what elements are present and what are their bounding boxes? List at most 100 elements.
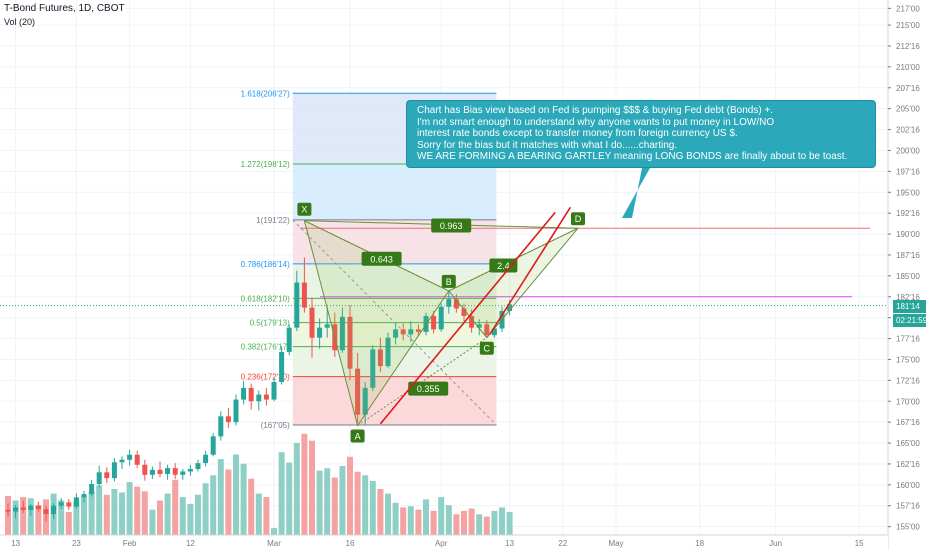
volume-bar [202,483,209,535]
x-tick-label: 13 [505,539,514,548]
candle-body [286,327,292,352]
candle-body [96,472,102,485]
volume-bar [362,475,369,535]
volume-bar [400,507,407,535]
volume-bar [103,494,110,535]
point-badge [479,341,494,355]
fib-zone [292,263,497,299]
ratio-badge [431,218,472,233]
volume-bar [415,509,422,535]
y-tick-label: 192'16 [896,209,920,218]
ratio-badge [489,258,518,273]
trend-lines [379,168,650,425]
candle-body [149,469,155,475]
y-tick-label: 197'16 [896,167,920,176]
point-badge [441,274,456,288]
volume-bar [73,501,80,535]
price-candles [5,257,513,522]
candle-body [256,394,262,402]
candle-body [28,505,34,510]
y-tick-label: 195'00 [896,188,920,197]
x-tick-label: 22 [558,539,567,548]
candle-body [385,337,391,367]
candle-body [142,464,148,475]
volume-bar [301,433,308,535]
volume-bar [141,491,148,535]
candle-body [111,462,117,479]
volume-bar [445,505,452,535]
annotation-line: Chart has Bias view based on Fed is pump… [417,105,774,116]
bar-countdown-tag: 02:21:59 [893,313,927,327]
candle-body [195,463,201,469]
candle-body [355,368,361,415]
y-tick-label: 177'16 [896,335,920,344]
volume-bar [347,456,353,535]
candle-body [347,316,353,369]
y-tick-label: 212'16 [896,42,920,51]
point-label: B [446,277,452,287]
y-tick-label: 202'16 [896,126,920,135]
y-tick-label: 210'00 [896,63,920,72]
candle-body [43,509,49,515]
volume-bar [164,493,171,535]
y-tick-label: 205'00 [896,105,920,114]
point-badge [350,429,365,443]
volume-bar [81,497,87,535]
axis-background [888,0,932,550]
x-tick-label: Jun [769,539,782,548]
volume-bar [157,500,163,535]
ratio-badge [408,381,449,396]
volume-bar [483,516,490,535]
trend-line [489,206,572,335]
candle-body [324,324,330,328]
volume-bar [324,468,331,535]
volume-bar [111,489,118,535]
candle-body [233,399,239,423]
candle-body [377,349,383,367]
annotation-line: I'm not smart enough to understand why a… [417,116,775,128]
volume-bar [293,443,300,535]
candle-body [172,468,178,475]
candle-body [241,387,247,400]
x-tick-label: 12 [186,539,195,548]
fib-level-label: (167'05) [261,421,290,430]
callout-pointer [622,168,650,218]
candle-body [73,497,79,507]
x-tick-label: 18 [695,539,704,548]
fib-level-label: 0.618(182'10) [241,294,290,303]
ratio-label: 2.4 [497,261,510,271]
x-tick-label: Feb [123,539,137,548]
x-tick-label: May [608,539,623,548]
volume-bar [179,497,186,535]
price-axis: 217'00 215'00 212'16 210'00 207'16 205'00 202'… [887,0,932,550]
horizontal-lines [0,227,888,307]
volume-bar [385,493,391,535]
point-label: D [575,214,582,224]
x-tick-label: 13 [11,539,20,548]
volume-bar [407,506,414,535]
volume-bar [27,498,34,535]
volume-bar [88,491,95,535]
volume-bar [149,509,156,535]
volume-bar [225,469,232,535]
candle-body [491,328,497,336]
volume-bar [172,479,179,535]
volume-bar [286,462,293,535]
y-tick-label: 185'00 [896,272,920,281]
volume-bar [271,528,277,535]
volume-bar [354,471,361,535]
candle-body [5,509,11,512]
volume-bar [309,440,315,535]
candle-body [58,502,64,506]
volume-bar [217,459,224,535]
candle-body [393,329,399,338]
volume-bar [369,480,376,535]
candle-body [89,484,95,495]
y-tick-label: 175'00 [896,355,920,364]
candle-body [187,468,193,472]
point-label: X [301,205,307,215]
candle-body [469,315,475,328]
y-tick-label: 160'00 [896,481,920,490]
annotation-callout[interactable]: Chart has Bias view based on Fed is pump… [406,100,876,168]
